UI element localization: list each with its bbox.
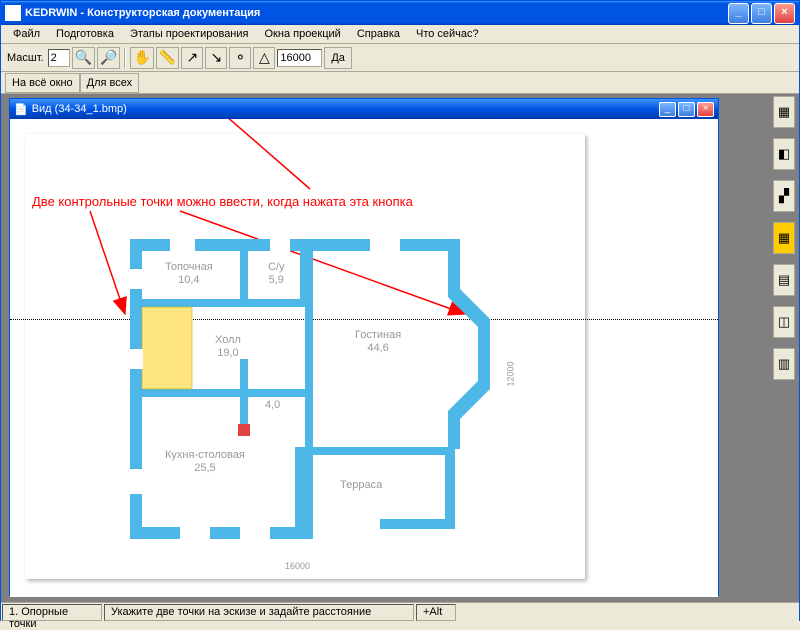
menu-file[interactable]: Файл xyxy=(5,26,48,42)
child-minimize[interactable]: _ xyxy=(659,102,676,117)
room-terrasa: Терраса xyxy=(340,479,382,492)
dim-height: 12000 xyxy=(506,361,516,386)
accent-marker xyxy=(238,424,250,436)
room-holl: Холл19,0 xyxy=(215,334,241,360)
tool-compass-button[interactable]: △ xyxy=(253,47,275,69)
rtool-7[interactable]: ▥ xyxy=(773,348,795,380)
right-toolbar: ▦ ◧ ▞ ▦ ▤ ◫ ▥ xyxy=(773,96,797,380)
workspace: ▦ ◧ ▞ ▦ ▤ ◫ ▥ 📄 Вид (34-34_1.bmp) _ □ × xyxy=(1,94,799,602)
app-icon xyxy=(5,5,21,21)
rtool-2[interactable]: ◧ xyxy=(773,138,795,170)
window-controls: _ □ × xyxy=(728,3,795,24)
toolbar-main: Масшт. 🔍 🔎 ✋ 📏 ↗ ↘ ⚬ △ Да xyxy=(1,44,799,72)
menu-prepare[interactable]: Подготовка xyxy=(48,26,122,42)
statusbar: 1. Опорные точки Укажите две точки на эс… xyxy=(1,602,799,621)
room-small: 4,0 xyxy=(265,399,280,412)
room-gostinaya: Гостиная44,6 xyxy=(355,329,401,355)
child-window: 📄 Вид (34-34_1.bmp) _ □ × Две контрольны… xyxy=(9,98,719,596)
zoom-in-button[interactable]: 🔍 xyxy=(72,47,95,69)
room-su: С/у5,9 xyxy=(268,261,285,287)
status-hint: Укажите две точки на эскизе и задайте ра… xyxy=(104,604,414,621)
toolbar-secondary: На всё окно Для всех xyxy=(1,72,799,94)
rtool-3[interactable]: ▞ xyxy=(773,180,795,212)
tool-angle2-button[interactable]: ↘ xyxy=(205,47,227,69)
menubar: Файл Подготовка Этапы проектирования Окн… xyxy=(1,25,799,44)
annotation-text: Две контрольные точки можно ввести, когд… xyxy=(32,194,413,209)
scale-label: Масшт. xyxy=(5,52,46,64)
child-title: Вид (34-34_1.bmp) xyxy=(32,103,657,115)
toolbar-separator xyxy=(124,48,126,68)
rtool-4[interactable]: ▦ xyxy=(773,222,795,254)
scale-input[interactable] xyxy=(48,49,70,67)
rtool-5[interactable]: ▤ xyxy=(773,264,795,296)
tool-line-button[interactable]: 📏 xyxy=(156,47,179,69)
stairs-highlight xyxy=(142,307,192,389)
rtool-6[interactable]: ◫ xyxy=(773,306,795,338)
minimize-button[interactable]: _ xyxy=(728,3,749,24)
dim-width: 16000 xyxy=(285,561,310,571)
floor-plan: Топочная10,4 С/у5,9 Холл19,0 Гостиная44,… xyxy=(120,229,510,539)
maximize-button[interactable]: □ xyxy=(751,3,772,24)
status-step: 1. Опорные точки xyxy=(2,604,102,621)
main-window: KEDRWIN - Конструкторская документация _… xyxy=(0,0,800,621)
menu-stages[interactable]: Этапы проектирования xyxy=(122,26,257,42)
distance-input[interactable] xyxy=(277,49,322,67)
drawing-canvas[interactable]: Две контрольные точки можно ввести, когд… xyxy=(10,119,718,597)
close-button[interactable]: × xyxy=(774,3,795,24)
ok-button[interactable]: Да xyxy=(324,47,352,69)
room-kuhnya: Кухня-столовая25,5 xyxy=(165,449,245,475)
child-doc-icon: 📄 xyxy=(14,103,28,116)
tool-angle1-button[interactable]: ↗ xyxy=(181,47,203,69)
tool-points-button[interactable]: ⚬ xyxy=(229,47,251,69)
fit-window-button[interactable]: На всё окно xyxy=(5,73,80,93)
zoom-out-button[interactable]: 🔎 xyxy=(97,47,120,69)
menu-whatnow[interactable]: Что сейчас? xyxy=(408,26,487,42)
child-maximize[interactable]: □ xyxy=(678,102,695,117)
main-title: KEDRWIN - Конструкторская документация xyxy=(25,7,728,19)
child-close[interactable]: × xyxy=(697,102,714,117)
menu-help[interactable]: Справка xyxy=(349,26,408,42)
tool-pan-button[interactable]: ✋ xyxy=(130,47,153,69)
menu-projections[interactable]: Окна проекций xyxy=(257,26,349,42)
room-topochnaya: Топочная10,4 xyxy=(165,261,213,287)
child-titlebar[interactable]: 📄 Вид (34-34_1.bmp) _ □ × xyxy=(10,99,718,119)
for-all-button[interactable]: Для всех xyxy=(80,73,139,93)
status-modifier: +Alt xyxy=(416,604,456,621)
main-titlebar[interactable]: KEDRWIN - Конструкторская документация _… xyxy=(1,1,799,25)
rtool-1[interactable]: ▦ xyxy=(773,96,795,128)
